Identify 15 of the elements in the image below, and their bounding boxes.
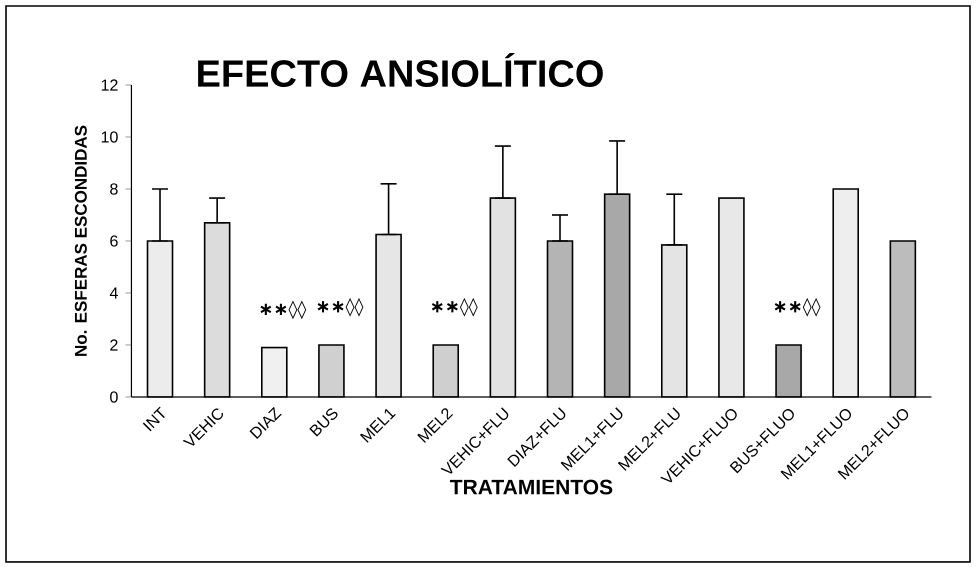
annotation: ∗∗◊◊ [260, 300, 306, 320]
y-tick-label: 12 [102, 79, 118, 91]
chart-title: EFECTO ANSIOLÍTICO [198, 52, 603, 88]
y-tick-label: 2 [110, 339, 118, 351]
y-tick-label: 8 [110, 183, 118, 195]
x-tick-label: INT [142, 406, 165, 432]
y-tick-label: 10 [102, 131, 118, 143]
annotation: ∗∗◊◊ [318, 298, 364, 317]
y-axis-title: No. ESFERAS ESCONDIDAS [74, 126, 87, 356]
y-tick-label: 4 [110, 287, 118, 298]
annotation: ∗∗◊◊ [774, 298, 820, 317]
annotation: ∗∗◊◊ [432, 298, 478, 317]
y-tick-label: 0 [110, 391, 118, 403]
x-axis-title: TRATAMIENTOS [450, 480, 612, 495]
y-tick-label: 6 [110, 235, 118, 247]
